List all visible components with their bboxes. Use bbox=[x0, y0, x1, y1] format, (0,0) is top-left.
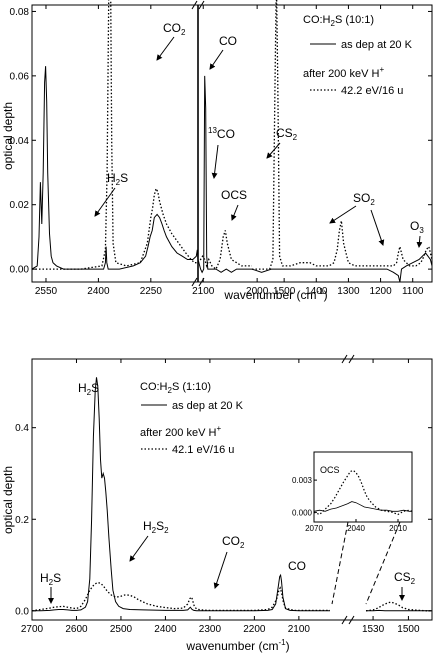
bottom-legend-entry-dep: as dep at 20 K bbox=[172, 400, 244, 412]
arrow-co2-bottom bbox=[213, 551, 228, 589]
annot-co-bottom: CO bbox=[288, 559, 306, 573]
top-xtick-label-0-2: 2250 bbox=[140, 286, 163, 297]
top-ytick-label-3: 0.06 bbox=[10, 71, 30, 82]
top-break-mark-0-1a bbox=[191, 0, 198, 10]
top-legend-entry-irr: 42.2 eV/16 u bbox=[341, 85, 403, 97]
arrow-so2-a bbox=[329, 205, 357, 224]
top-xtick-label-2-1: 1400 bbox=[305, 286, 328, 297]
bot-break-mark-0-1a bbox=[341, 354, 348, 364]
bottom-x-axis-label: wavenumber (cm-1) bbox=[185, 638, 289, 653]
bottom-legend-irr-label: after 200 keV H+ bbox=[140, 424, 221, 439]
arrow-13co bbox=[211, 144, 219, 179]
inset-xtick-label-1: 2040 bbox=[347, 524, 365, 533]
annot-so2: SO2 bbox=[353, 191, 375, 207]
top-xtick-label-0-3: 2100 bbox=[192, 286, 215, 297]
inset-ytick-label-0: 0.000 bbox=[292, 508, 313, 517]
annot-co2-bottom: CO2 bbox=[222, 534, 245, 550]
top-xtick-label-2-0: 1500 bbox=[273, 286, 296, 297]
annot-co: CO bbox=[219, 34, 237, 48]
arrow-so2-b bbox=[370, 209, 385, 246]
inset-series-as-dep bbox=[313, 501, 412, 512]
annot-co2: CO2 bbox=[163, 21, 186, 37]
bot-break-mark-0-1b bbox=[348, 354, 355, 364]
bot-series-irradiated-seg1 bbox=[365, 601, 432, 612]
top-y-axis-label: optical depth bbox=[1, 102, 15, 170]
inset-connector-left bbox=[331, 521, 349, 605]
bot-xtick-label-0-5: 2200 bbox=[243, 624, 266, 635]
bot-series-as-dep-seg0 bbox=[32, 377, 330, 612]
top-xtick-label-2-4: 1100 bbox=[402, 286, 424, 297]
top-panel: 0.00 0.02 0.04 0.06 0.08 2550 2400 2250 2100 200… bbox=[1, 0, 433, 302]
bot-xtick-label-1-1: 1500 bbox=[397, 624, 420, 635]
top-legend-entry-dep: as dep at 20 K bbox=[341, 39, 413, 51]
bottom-legend-title: CO:H2S (1:10) bbox=[140, 381, 211, 395]
arrow-h2s2 bbox=[129, 535, 149, 562]
top-series-irradiated-seg0 bbox=[32, 0, 198, 270]
bot-xtick-label-0-4: 2300 bbox=[199, 624, 222, 635]
inset-xtick-label-2: 2010 bbox=[389, 524, 407, 533]
top-ytick-label-4: 0.08 bbox=[10, 7, 30, 18]
bot-break-mark-0-0b bbox=[348, 615, 355, 625]
annot-cs2-bottom: CS2 bbox=[394, 570, 416, 586]
bot-ytick-label-0: 0.0 bbox=[15, 606, 29, 617]
top-xtick-label-2-3: 1200 bbox=[369, 286, 392, 297]
bot-break-mark-0-0a bbox=[341, 615, 348, 625]
top-break-mark-0-1b bbox=[198, 0, 205, 10]
inset-ytick-label-1: 0.003 bbox=[292, 476, 313, 485]
bot-ytick-label-2: 0.4 bbox=[15, 423, 29, 434]
top-xtick-label-0-1: 2400 bbox=[87, 286, 110, 297]
inset-xtick-label-0: 2070 bbox=[305, 524, 323, 533]
top-xtick-label-2-2: 1300 bbox=[337, 286, 360, 297]
top-series-irradiated-seg1 bbox=[197, 230, 252, 271]
bot-xtick-label-0-0: 2700 bbox=[21, 624, 44, 635]
bottom-y-axis-label: optical depth bbox=[1, 466, 15, 534]
top-series-irradiated-seg2 bbox=[252, 0, 433, 270]
annot-h2s2: H2S2 bbox=[143, 519, 169, 535]
annot-ocs: OCS bbox=[221, 188, 247, 202]
arrow-cs2 bbox=[266, 142, 281, 159]
annot-cs2: CS2 bbox=[276, 126, 298, 142]
bottom-panel: 0.0 0.2 0.4 2700 2600 2500 2400 2300 2200 2100 15… bbox=[1, 354, 433, 653]
inset-frame bbox=[313, 451, 413, 523]
top-break-mark-0-0a bbox=[191, 277, 198, 287]
arrow-h2s bbox=[94, 187, 116, 217]
top-annotations: H2S CO2 CO 13CO OCS CS2 SO2 O3 bbox=[94, 21, 424, 248]
arrow-o3 bbox=[416, 235, 423, 248]
top-xtick-label-1-0: 2000 bbox=[246, 286, 269, 297]
arrow-co2 bbox=[156, 36, 175, 61]
arrow-ocs bbox=[231, 204, 239, 221]
arrow-co bbox=[209, 49, 224, 70]
top-ytick-label-1: 0.02 bbox=[10, 200, 30, 211]
inset-connector-right bbox=[365, 521, 401, 605]
top-xtick-label-0-0: 2550 bbox=[35, 286, 58, 297]
top-ytick-label-2: 0.04 bbox=[10, 136, 30, 147]
bot-series-irradiated-seg0 bbox=[31, 581, 330, 612]
top-x-axis-label: wavenumber (cm-1) bbox=[223, 287, 327, 302]
bottom-annotations: H2S H2S H2S2 CO2 CO CS2 bbox=[40, 381, 416, 604]
bot-xtick-label-0-3: 2400 bbox=[154, 624, 177, 635]
top-series-as-dep-seg1 bbox=[197, 75, 252, 274]
bot-xtick-label-0-1: 2600 bbox=[65, 624, 88, 635]
ocs-inset: 2070 2040 2010 0.000 0.003 OCS bbox=[292, 451, 413, 605]
top-plot-frame bbox=[31, 4, 433, 283]
annot-h2s: H2S bbox=[107, 171, 128, 187]
bot-xtick-label-1-0: 1530 bbox=[362, 624, 385, 635]
bot-ytick-label-1: 0.2 bbox=[15, 515, 29, 526]
top-legend-title: CO:H2S (10:1) bbox=[303, 14, 374, 28]
inset-title: OCS bbox=[320, 465, 340, 475]
annot-13co: 13CO bbox=[208, 126, 235, 141]
top-legend-irr-label: after 200 keV H+ bbox=[303, 65, 384, 80]
inset-series-irradiated bbox=[313, 469, 413, 516]
annot-o3: O3 bbox=[410, 219, 424, 235]
annot-h2s-main: H2S bbox=[78, 381, 99, 397]
bot-plot-frame bbox=[31, 358, 433, 621]
top-series-as-dep-seg0 bbox=[31, 66, 199, 270]
top-series-as-dep-seg2 bbox=[251, 252, 433, 283]
bot-xtick-label-0-2: 2500 bbox=[110, 624, 133, 635]
annot-h2s-small: H2S bbox=[40, 571, 61, 587]
bottom-legend-entry-irr: 42.1 eV/16 u bbox=[172, 444, 234, 456]
bot-xtick-label-0-6: 2100 bbox=[288, 624, 311, 635]
top-ytick-label-0: 0.00 bbox=[10, 265, 30, 276]
